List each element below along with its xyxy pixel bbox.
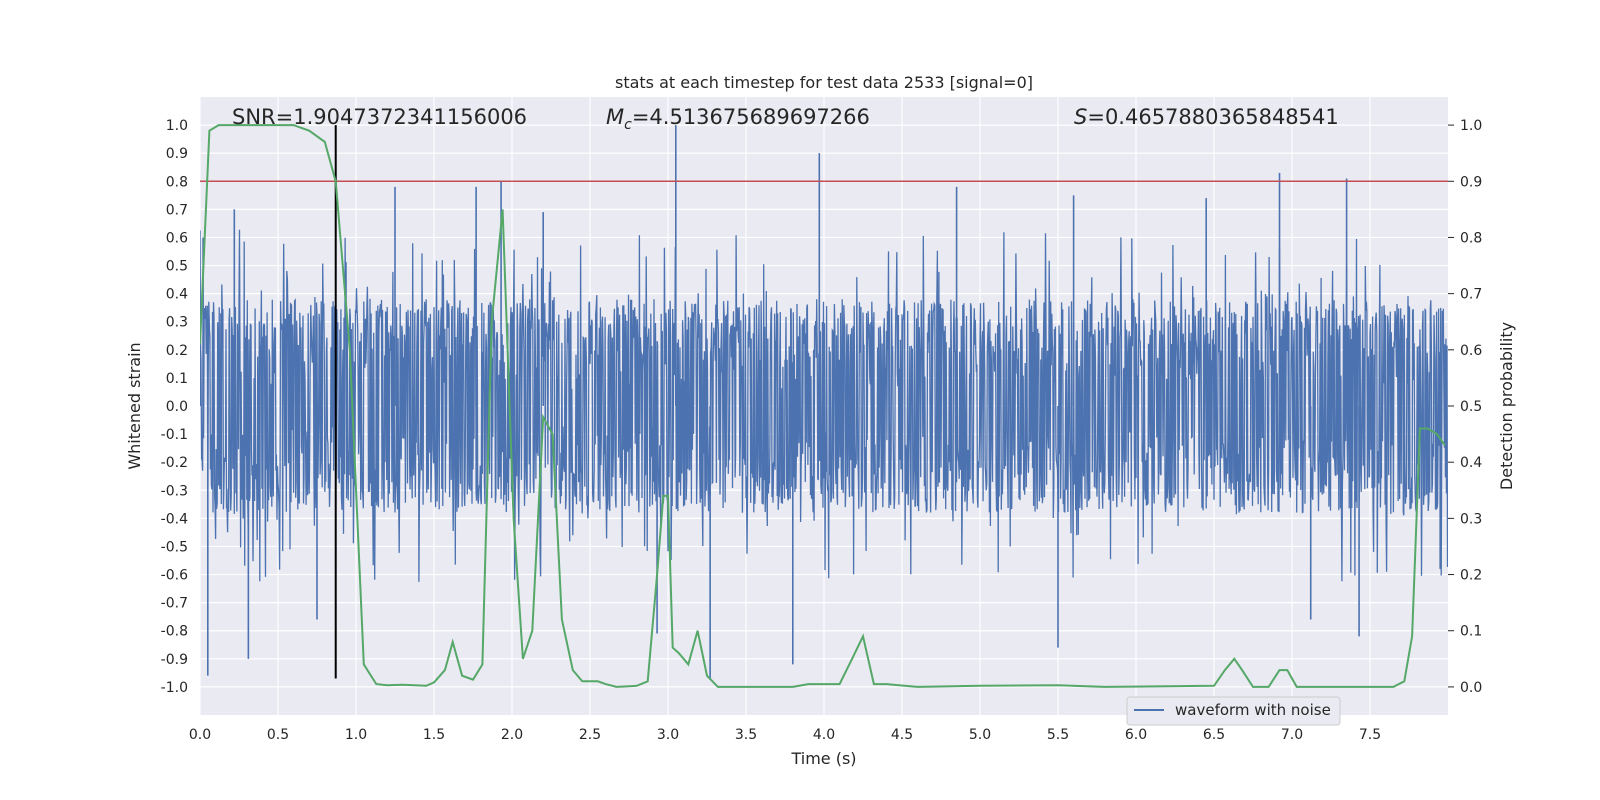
x-tick-label: 7.5 bbox=[1359, 727, 1381, 743]
y2-tick-label: 0.4 bbox=[1460, 455, 1482, 471]
y-tick-label: -0.1 bbox=[161, 427, 188, 443]
waveform-series bbox=[200, 125, 1448, 679]
y2-tick-label: 1.0 bbox=[1460, 118, 1482, 134]
y2-tick-label: 0.9 bbox=[1460, 174, 1482, 190]
x-tick-label: 6.5 bbox=[1203, 727, 1225, 743]
waveform-noise-path bbox=[200, 229, 1448, 582]
x-tick-label: 3.5 bbox=[735, 727, 757, 743]
y-tick-label: -1.0 bbox=[161, 680, 188, 696]
y2-axis-label: Detection probability bbox=[1497, 322, 1516, 490]
y2-tick-label: 0.5 bbox=[1460, 399, 1482, 415]
y-tick-label: 0.8 bbox=[166, 174, 188, 190]
y2-tick-label: 0.6 bbox=[1460, 343, 1482, 359]
y2-tick-label: 0.0 bbox=[1460, 680, 1482, 696]
detection-probability-series bbox=[200, 124, 1446, 688]
snr-annotation: SNR=1.9047372341156006 bbox=[232, 105, 527, 129]
y2-tick-label: 0.7 bbox=[1460, 287, 1482, 303]
y-axis-ticks: 1.0 0.9 0.8 0.7 0.6 0.5 0.4 0.3 0.2 0.1 0.0 -0.1 -0.… bbox=[161, 118, 188, 696]
y-tick-label: 0.4 bbox=[166, 287, 188, 303]
x-tick-label: 5.0 bbox=[969, 727, 991, 743]
x-tick-label: 1.0 bbox=[345, 727, 367, 743]
y2-tick-label: 0.1 bbox=[1460, 624, 1482, 640]
y2-tick-label: 0.3 bbox=[1460, 511, 1482, 527]
y-tick-label: 0.2 bbox=[166, 343, 188, 359]
y-tick-label: 0.9 bbox=[166, 146, 188, 162]
x-axis-ticks: 0.0 0.5 1.0 1.5 2.0 2.5 3.0 3.5 4.0 4.5 5.0 5.5 6.0 6… bbox=[189, 727, 1381, 743]
x-tick-label: 0.0 bbox=[189, 727, 211, 743]
y-tick-label: -0.7 bbox=[161, 596, 188, 612]
s-annotation: S=0.4657880365848541 bbox=[1074, 105, 1339, 129]
y-tick-label: -0.8 bbox=[161, 624, 188, 640]
legend-label: waveform with noise bbox=[1175, 701, 1331, 719]
x-axis-label: Time (s) bbox=[790, 749, 856, 768]
y-tick-label: -0.4 bbox=[161, 511, 188, 527]
y2-tick-label: 0.8 bbox=[1460, 230, 1482, 246]
y2-axis-ticks: 1.0 0.9 0.8 0.7 0.6 0.5 0.4 0.3 0.2 0.1 0.0 bbox=[1448, 118, 1482, 696]
legend-box bbox=[1126, 696, 1341, 726]
y-tick-label: 0.0 bbox=[166, 399, 188, 415]
y-tick-label: 1.0 bbox=[166, 118, 188, 134]
y-tick-label: -0.2 bbox=[161, 455, 188, 471]
x-tick-label: 4.5 bbox=[891, 727, 913, 743]
y-tick-label: 0.7 bbox=[166, 202, 188, 218]
x-tick-label: 2.5 bbox=[579, 727, 601, 743]
y-tick-label: 0.5 bbox=[166, 259, 188, 275]
y-tick-label: -0.9 bbox=[161, 652, 188, 668]
legend: waveform with noise bbox=[1126, 696, 1341, 726]
y-tick-label: -0.6 bbox=[161, 568, 188, 584]
x-tick-label: 3.0 bbox=[657, 727, 679, 743]
y-tick-label: 0.3 bbox=[166, 315, 188, 331]
y-tick-label: -0.3 bbox=[161, 483, 188, 499]
x-tick-label: 2.0 bbox=[501, 727, 523, 743]
y2-tick-label: 0.2 bbox=[1460, 568, 1482, 584]
x-tick-label: 1.5 bbox=[423, 727, 445, 743]
x-tick-label: 5.5 bbox=[1047, 727, 1069, 743]
y-tick-label: -0.5 bbox=[161, 539, 188, 555]
y-tick-label: 0.6 bbox=[166, 230, 188, 246]
x-tick-label: 4.0 bbox=[813, 727, 835, 743]
x-tick-label: 0.5 bbox=[267, 727, 289, 743]
x-tick-label: 6.0 bbox=[1125, 727, 1147, 743]
x-tick-label: 7.0 bbox=[1281, 727, 1303, 743]
y-axis-label: Whitened strain bbox=[125, 342, 144, 469]
mc-annotation: Mc=4.513675689697266 bbox=[606, 105, 870, 133]
y-tick-label: 0.1 bbox=[166, 371, 188, 387]
chart-title: stats at each timestep for test data 253… bbox=[615, 73, 1033, 92]
